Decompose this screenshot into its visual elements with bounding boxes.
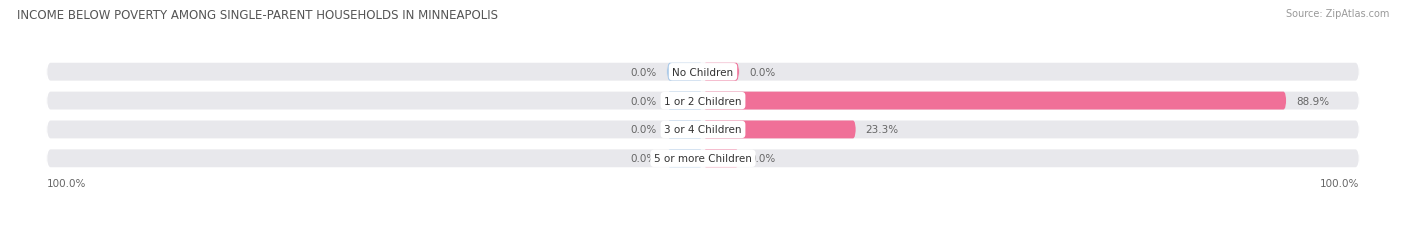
Text: 3 or 4 Children: 3 or 4 Children bbox=[664, 125, 742, 135]
FancyBboxPatch shape bbox=[46, 150, 1360, 167]
Text: INCOME BELOW POVERTY AMONG SINGLE-PARENT HOUSEHOLDS IN MINNEAPOLIS: INCOME BELOW POVERTY AMONG SINGLE-PARENT… bbox=[17, 9, 498, 22]
FancyBboxPatch shape bbox=[666, 121, 703, 139]
FancyBboxPatch shape bbox=[46, 92, 1360, 110]
Text: 100.0%: 100.0% bbox=[46, 178, 86, 188]
FancyBboxPatch shape bbox=[46, 64, 1360, 81]
Text: 0.0%: 0.0% bbox=[631, 125, 657, 135]
FancyBboxPatch shape bbox=[46, 121, 1360, 139]
Text: 0.0%: 0.0% bbox=[631, 67, 657, 77]
Text: No Children: No Children bbox=[672, 67, 734, 77]
Text: 88.9%: 88.9% bbox=[1296, 96, 1329, 106]
Text: 0.0%: 0.0% bbox=[749, 154, 775, 164]
Text: 5 or more Children: 5 or more Children bbox=[654, 154, 752, 164]
Text: 100.0%: 100.0% bbox=[1320, 178, 1360, 188]
FancyBboxPatch shape bbox=[666, 150, 703, 167]
FancyBboxPatch shape bbox=[703, 121, 856, 139]
Text: 1 or 2 Children: 1 or 2 Children bbox=[664, 96, 742, 106]
FancyBboxPatch shape bbox=[703, 92, 1286, 110]
Text: 0.0%: 0.0% bbox=[749, 67, 775, 77]
Text: 0.0%: 0.0% bbox=[631, 96, 657, 106]
FancyBboxPatch shape bbox=[666, 64, 703, 81]
Text: 0.0%: 0.0% bbox=[631, 154, 657, 164]
FancyBboxPatch shape bbox=[666, 92, 703, 110]
FancyBboxPatch shape bbox=[703, 150, 740, 167]
Text: 23.3%: 23.3% bbox=[866, 125, 898, 135]
FancyBboxPatch shape bbox=[703, 64, 740, 81]
Text: Source: ZipAtlas.com: Source: ZipAtlas.com bbox=[1285, 9, 1389, 19]
